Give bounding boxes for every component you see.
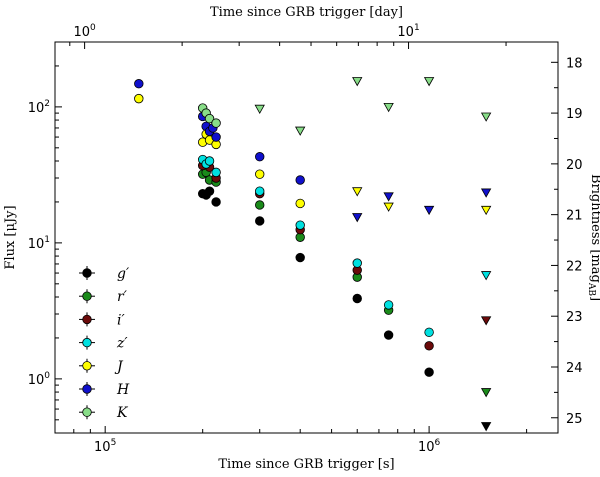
data-point-H xyxy=(134,79,144,89)
y-tick-label: 101 xyxy=(28,235,50,252)
upper-limit-J xyxy=(480,205,492,216)
legend-label-z: z′ xyxy=(116,336,128,352)
data-point-z xyxy=(211,167,221,178)
top-tick-label: 100 xyxy=(73,23,96,40)
upper-limit-K xyxy=(480,112,492,122)
data-point-g xyxy=(204,186,215,196)
data-point-K xyxy=(204,113,215,124)
data-point-z xyxy=(204,156,215,166)
data-point-z xyxy=(255,186,265,196)
series-H xyxy=(134,79,492,223)
upper-limit-H xyxy=(423,205,435,216)
legend-marker-J xyxy=(82,361,92,371)
data-point-H xyxy=(211,132,221,142)
upper-limit-z xyxy=(480,271,492,281)
plot-frame xyxy=(54,41,559,434)
upper-limit-H xyxy=(383,192,394,202)
upper-limit-K xyxy=(295,126,306,136)
data-point-g xyxy=(255,216,265,226)
upper-limit-r xyxy=(480,388,492,398)
x-tick-label: 106 xyxy=(418,438,441,455)
data-point-g xyxy=(424,367,434,377)
legend-label-J: J xyxy=(114,359,124,375)
upper-limit-i xyxy=(480,316,492,326)
y-tick-label: 102 xyxy=(28,99,50,116)
upper-limit-J xyxy=(383,202,394,212)
data-point-J xyxy=(255,169,265,179)
data-point-g xyxy=(352,293,362,304)
data-point-z xyxy=(352,258,362,268)
data-point-J xyxy=(134,93,144,104)
right-tick-label: 25 xyxy=(566,412,583,427)
data-point-r xyxy=(255,200,265,210)
right-tick-label: 23 xyxy=(566,310,583,325)
legend-label-i: i′ xyxy=(117,312,125,328)
data-point-K xyxy=(211,118,221,128)
upper-limit-H xyxy=(480,188,492,198)
data-point-z xyxy=(424,327,434,338)
upper-limit-K xyxy=(352,77,363,87)
top-tick-label: 101 xyxy=(397,23,419,40)
right-tick-label: 21 xyxy=(566,209,583,224)
data-point-g xyxy=(295,252,305,263)
legend-marker-i xyxy=(82,314,92,325)
right-tick-label: 20 xyxy=(566,158,583,173)
y-axis-label: Flux [μJy] xyxy=(3,205,18,269)
x-axis-label: Time since GRB trigger [s] xyxy=(218,457,394,472)
data-point-z xyxy=(383,300,394,310)
right-tick-label: 19 xyxy=(566,107,583,122)
data-point-z xyxy=(295,220,305,230)
legend-marker-K xyxy=(82,407,92,417)
right-axis-label: Brightness [magAB] xyxy=(586,174,600,301)
upper-limit-K xyxy=(383,102,394,113)
data-point-g xyxy=(383,330,394,340)
upper-limit-g xyxy=(480,422,492,432)
data-point-i xyxy=(424,341,434,351)
legend-marker-r xyxy=(82,291,92,301)
series-i xyxy=(197,160,492,351)
series-J xyxy=(134,93,492,216)
series-K xyxy=(197,77,492,136)
data-point-g xyxy=(211,197,221,207)
data-point-J xyxy=(295,198,305,209)
series-r xyxy=(197,167,492,398)
series-g xyxy=(197,186,492,432)
legend-marker-H xyxy=(82,384,92,394)
legend-label-K: K xyxy=(116,405,129,421)
data-point-H xyxy=(295,175,305,185)
legend-label-r: r′ xyxy=(117,289,128,305)
data-point-H xyxy=(255,152,265,162)
legend-label-H: H xyxy=(116,382,130,398)
upper-limit-J xyxy=(352,187,363,197)
upper-limit-K xyxy=(254,104,265,115)
legend-marker-g xyxy=(82,268,92,278)
y-tick-label: 100 xyxy=(28,371,51,388)
top-axis-label: Time since GRB trigger [day] xyxy=(210,5,403,20)
x-tick-label: 105 xyxy=(94,438,116,455)
right-tick-label: 24 xyxy=(566,361,583,376)
upper-limit-K xyxy=(423,77,435,87)
right-tick-label: 22 xyxy=(566,259,583,274)
upper-limit-H xyxy=(352,213,363,223)
legend-marker-z xyxy=(82,337,92,348)
right-tick-label: 18 xyxy=(566,56,583,71)
series-z xyxy=(197,154,492,338)
legend: g′ r′ i′ z′ JHK xyxy=(79,266,130,421)
legend-label-g: g′ xyxy=(117,266,130,282)
